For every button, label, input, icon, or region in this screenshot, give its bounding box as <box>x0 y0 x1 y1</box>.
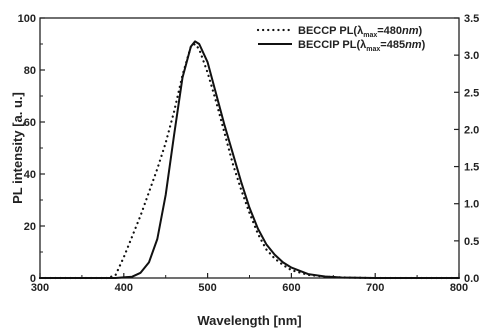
legend-unit: nm <box>402 25 419 37</box>
x-tick-label: 600 <box>282 282 300 294</box>
y-tick-label: 40 <box>24 169 36 181</box>
legend-subscript: max <box>363 32 377 39</box>
legend-subscript: max <box>366 46 380 53</box>
y2-tick-label: 3.5 <box>464 13 479 25</box>
legend-close: ) <box>419 25 423 37</box>
y-tick-label: 60 <box>24 117 36 129</box>
x-tick-label: 700 <box>366 282 384 294</box>
y2-tick-label: 2.5 <box>464 87 479 99</box>
legend-label-text: BECCP PL( <box>298 25 357 37</box>
y-tick-label: 80 <box>24 65 36 77</box>
y2-tick-label: 3.0 <box>464 50 479 62</box>
series-line-0 <box>38 42 461 280</box>
y2-tick-label: 0.0 <box>464 273 479 285</box>
y2-tick-label: 1.5 <box>464 162 479 174</box>
legend-label-text: BECCIP PL( <box>298 39 360 51</box>
x-tick-label: 300 <box>31 282 49 294</box>
legend-unit: nm <box>405 39 422 51</box>
x-axis-title: Wavelength [nm] <box>197 313 301 328</box>
legend-label-1: BECCIP PL(λmax=485nm) <box>298 39 426 53</box>
plot-area <box>39 17 460 279</box>
y2-tick-label: 1.0 <box>464 199 479 211</box>
legend-lambda: λ <box>360 39 366 51</box>
x-tick-label: 800 <box>450 282 468 294</box>
legend-label-0: BECCP PL(λmax=480nm) <box>298 25 423 39</box>
legend-value: =485 <box>380 39 405 51</box>
x-tick-label: 400 <box>115 282 133 294</box>
y2-tick-label: 2.0 <box>464 124 479 136</box>
legend-close: ) <box>422 39 426 51</box>
y-tick-label: 0 <box>30 273 36 285</box>
legend-value: =480 <box>377 25 402 37</box>
legend: BECCP PL(λmax=480nm)BECCIP PL(λmax=485nm… <box>256 25 426 53</box>
y-tick-label: 100 <box>18 13 36 25</box>
y-axis-title: PL intensity [a. u.] <box>10 92 25 204</box>
x-tick-label: 500 <box>198 282 216 294</box>
y2-tick-label: 0.5 <box>464 236 479 248</box>
y-tick-label: 20 <box>24 221 36 233</box>
legend-lambda: λ <box>357 25 363 37</box>
series-line-1 <box>39 40 460 279</box>
